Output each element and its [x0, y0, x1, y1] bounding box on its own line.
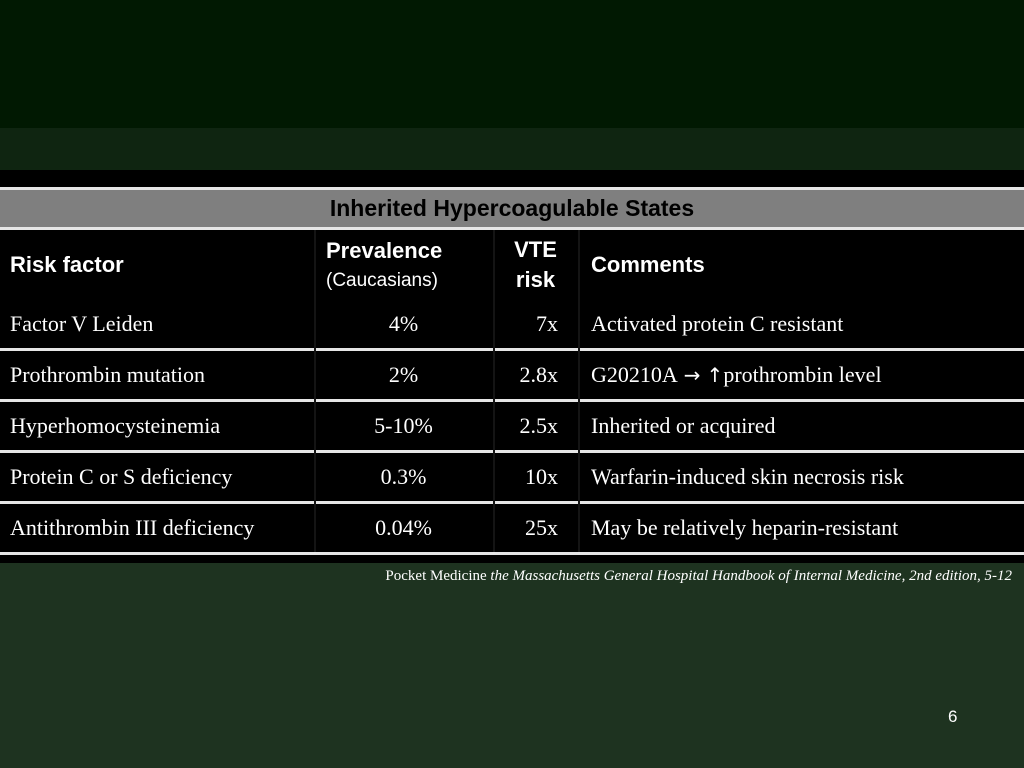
header-risk-factor-label: Risk factor: [10, 252, 124, 277]
table-row-3-vte-risk: 2.5x: [493, 402, 578, 450]
header-risk-factor: Risk factor: [0, 230, 314, 300]
source-citation: Pocket Medicine the Massachusetts Genera…: [385, 568, 1012, 585]
table-row-1-vte-risk: 7x: [493, 300, 578, 348]
cell-text: Hyperhomocysteinemia: [10, 413, 221, 438]
cell-text: 10x: [525, 464, 558, 489]
table-background: [0, 170, 1024, 563]
table-row-4-vte-risk: 10x: [493, 453, 578, 501]
column-divider: [314, 230, 316, 552]
table-row-3-risk-factor: Hyperhomocysteinemia: [0, 402, 314, 450]
table-row-2-comments: G20210A → ↑ prothrombin level: [578, 351, 1024, 399]
table-row-3-comments: Inherited or acquired: [578, 402, 1024, 450]
cell-text: 5-10%: [374, 413, 433, 438]
header-comments: Comments: [578, 230, 1024, 300]
cell-text: prothrombin level: [723, 362, 882, 387]
column-divider: [578, 230, 580, 552]
header-vte-line1: VTE: [514, 237, 557, 262]
page-number: 6: [948, 707, 958, 726]
source-prefix: Pocket Medicine: [385, 568, 491, 584]
header-vte-risk: VTE risk: [493, 230, 578, 300]
table-row-2-vte-risk: 2.8x: [493, 351, 578, 399]
cell-text: Antithrombin III deficiency: [10, 515, 255, 540]
table-row-2-risk-factor: Prothrombin mutation: [0, 351, 314, 399]
cell-text: May be relatively heparin-resistant: [591, 515, 899, 540]
table-row-2-prevalence: 2%: [314, 351, 493, 399]
table-row-3-prevalence: 5-10%: [314, 402, 493, 450]
source-title: the Massachusetts General Hospital Handb…: [490, 568, 1012, 584]
table-row-1-prevalence: 4%: [314, 300, 493, 348]
header-prevalence-sub: (Caucasians): [326, 270, 438, 291]
cell-text: Factor V Leiden: [10, 311, 154, 336]
cell-text: G20210A: [591, 362, 678, 387]
cell-text: 25x: [525, 515, 558, 540]
table-title-row: Inherited Hypercoagulable States: [0, 190, 1024, 227]
header-prevalence-label: Prevalence: [326, 238, 443, 263]
row-rule: [0, 348, 1024, 351]
table-row-4-comments: Warfarin-induced skin necrosis risk: [578, 453, 1024, 501]
cell-text: Protein C or S deficiency: [10, 464, 233, 489]
cell-text: Activated protein C resistant: [591, 311, 844, 336]
table-bottom-rule: [0, 552, 1024, 555]
header-top-rule: [0, 227, 1024, 230]
header-prevalence: Prevalence (Caucasians): [314, 230, 493, 300]
table-row-5-risk-factor: Antithrombin III deficiency: [0, 504, 314, 552]
cell-text: 2.8x: [519, 362, 559, 387]
row-rule: [0, 399, 1024, 402]
header-comments-label: Comments: [591, 252, 705, 277]
header-vte-line2: risk: [515, 267, 556, 292]
cell-text: 7x: [536, 311, 558, 336]
cell-text: Inherited or acquired: [591, 413, 776, 438]
cell-text: Prothrombin mutation: [10, 362, 205, 387]
arrow-right-icon: →: [683, 363, 701, 387]
table-row-4-risk-factor: Protein C or S deficiency: [0, 453, 314, 501]
row-rule: [0, 501, 1024, 504]
table-title: Inherited Hypercoagulable States: [329, 195, 695, 221]
cell-text: 4%: [388, 311, 419, 336]
table-row-4-prevalence: 0.3%: [314, 453, 493, 501]
mid-band: [0, 128, 1024, 170]
table-row-1-risk-factor: Factor V Leiden: [0, 300, 314, 348]
cell-text: 2%: [388, 362, 419, 387]
arrow-up-icon: ↑: [706, 363, 724, 387]
cell-text: 0.3%: [380, 464, 427, 489]
table-row-5-comments: May be relatively heparin-resistant: [578, 504, 1024, 552]
cell-text: 2.5x: [519, 413, 559, 438]
cell-text: 0.04%: [375, 515, 432, 540]
cell-text: Warfarin-induced skin necrosis risk: [591, 464, 904, 489]
top-band: [0, 0, 1024, 128]
table-row-1-comments: Activated protein C resistant: [578, 300, 1024, 348]
column-divider: [493, 230, 495, 552]
table-top-rule: [0, 187, 1024, 190]
table-row-5-prevalence: 0.04%: [314, 504, 493, 552]
row-rule: [0, 450, 1024, 453]
table-row-5-vte-risk: 25x: [493, 504, 578, 552]
